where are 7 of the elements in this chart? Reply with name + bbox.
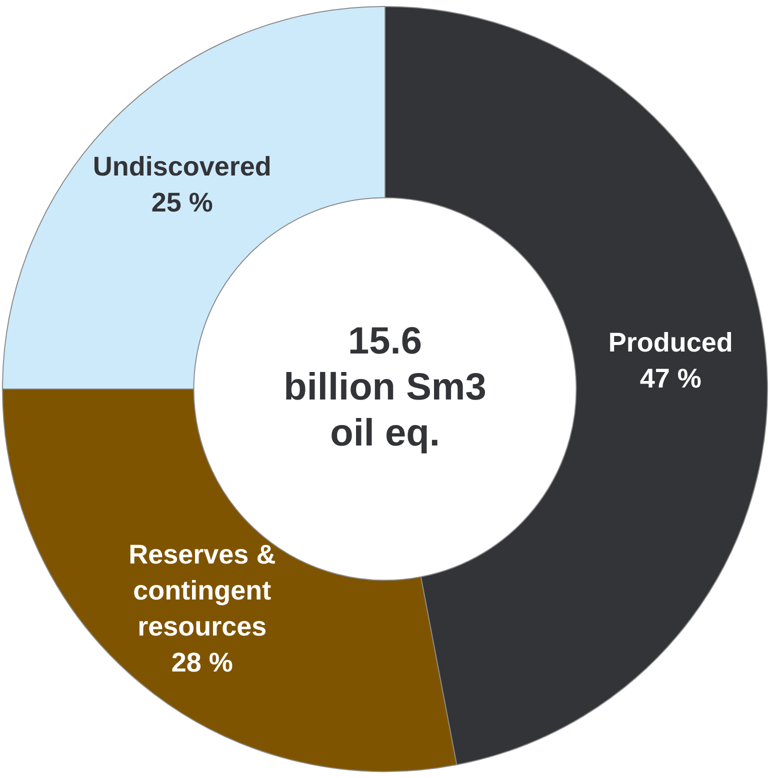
slice-label: Undiscovered [92,152,272,182]
slice-label: Produced [608,327,733,358]
slice-label: Reserves & contingent resources [128,539,276,642]
text: 15.6 billion Sm3 oil eq. [284,320,486,454]
data-label: 47 % [640,363,702,394]
data-label: 25 % [151,188,213,218]
data-label: 28 % [171,647,233,678]
